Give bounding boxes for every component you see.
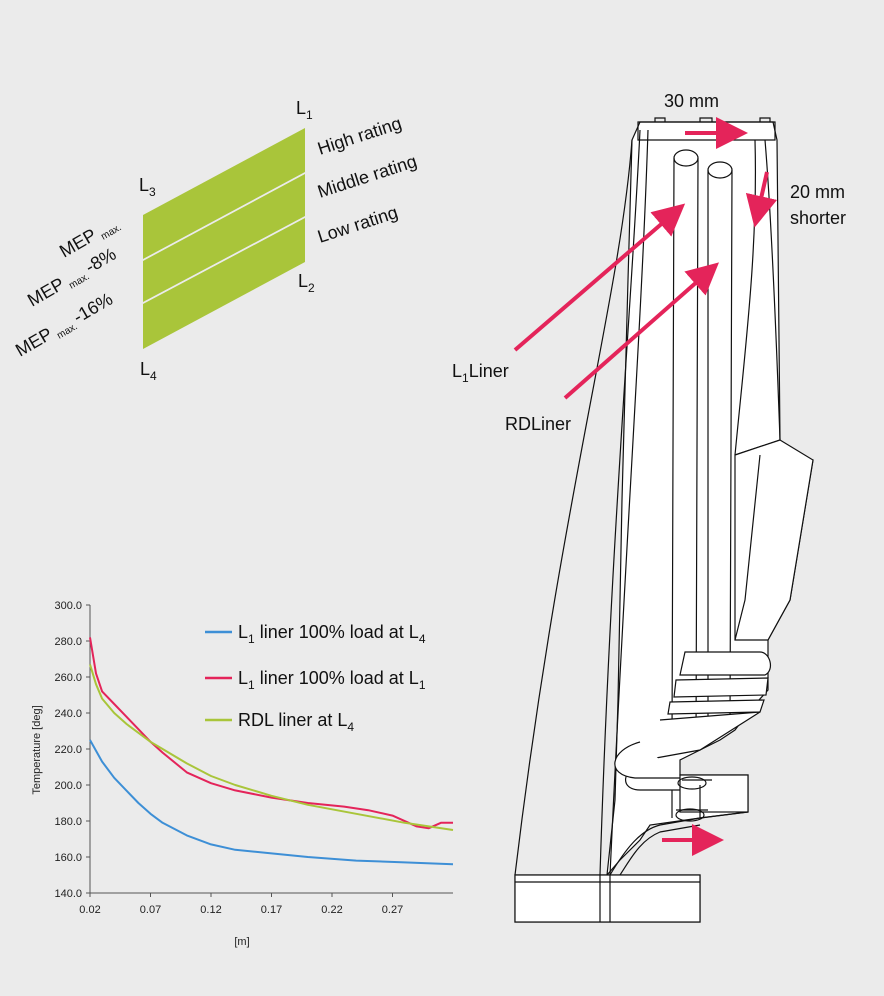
bottom-pipe-base: [675, 808, 705, 822]
rating-diagram: L1 L2 L3 L4 High rating Middle rating Lo…: [12, 98, 419, 383]
y-tick-label: 220.0: [54, 744, 82, 756]
series-line-1: [89, 739, 454, 866]
l1-liner-label: L1Liner: [452, 361, 509, 385]
corner-l2: L2: [298, 271, 315, 295]
right-step-block: [734, 439, 814, 641]
engine-cross-section: [514, 117, 814, 923]
legend-label-1: L1 liner 100% load at L4: [238, 622, 426, 646]
y-tick-label: 160.0: [54, 852, 82, 864]
left-inner-wall: [599, 129, 641, 876]
right-upper-wall: [764, 139, 781, 441]
y-tick-label: 140.0: [54, 888, 82, 900]
y-tick-label: 280.0: [54, 636, 82, 648]
base-lines: [515, 875, 700, 922]
chart-y-label: Temperature [deg]: [31, 705, 43, 794]
ring-groove-1: [679, 651, 772, 676]
x-tick-label: 0.02: [79, 904, 100, 916]
arrow-shorter: [745, 171, 778, 228]
series-line-3: [89, 664, 454, 831]
y-tick-label: 180.0: [54, 816, 82, 828]
width-label: 30 mm: [664, 91, 719, 111]
x-tick-label: 0.07: [140, 904, 161, 916]
legend-label-2: L1 liner 100% load at L1: [238, 668, 426, 692]
top-flange-notches: [654, 117, 771, 122]
shorter-label-line1: 20 mm: [790, 182, 845, 202]
y-tick-label: 260.0: [54, 672, 82, 684]
y-tick-label: 240.0: [54, 708, 82, 720]
right-upper-wall-inner: [734, 139, 757, 456]
ring-groove-2: [673, 677, 769, 698]
ring-groove-3: [667, 699, 765, 715]
left-outer-wall: [514, 139, 633, 876]
rating-band-middle: [143, 174, 305, 302]
legend-label-3: RDL liner at L4: [238, 710, 354, 734]
band-label-low: Low rating: [315, 202, 400, 247]
y-tick-label: 300.0: [54, 600, 82, 612]
right-step-line: [734, 454, 761, 641]
engine-annotations: 30 mm 20 mm shorter L1Liner RDLiner: [452, 91, 846, 856]
band-label-middle: Middle rating: [315, 151, 419, 202]
corner-l3: L3: [139, 175, 156, 199]
chart-x-label: [m]: [234, 936, 249, 948]
bottom-pipe: [671, 779, 712, 818]
base-block: [514, 874, 701, 923]
bottom-slope-2: [619, 824, 701, 876]
rd-liner-label: RDLiner: [505, 414, 571, 434]
temperature-chart: 140.0 160.0 180.0 200.0 220.0 240.0 260.0 280.0…: [31, 600, 454, 948]
x-tick-label: 0.17: [261, 904, 282, 916]
x-tick-label: 0.12: [200, 904, 221, 916]
chart-legend: L1 liner 100% load at L4 L1 liner 100% lo…: [205, 622, 426, 734]
bottom-flange: [679, 774, 749, 813]
arrow-rd-liner: [563, 262, 720, 400]
y-tick-label: 200.0: [54, 780, 82, 792]
bottom-slope: [609, 811, 749, 876]
bore-left-walls: [671, 157, 699, 741]
x-tick-label: 0.22: [321, 904, 342, 916]
left-inner-wall-2: [609, 129, 649, 876]
corner-l1: L1: [296, 98, 313, 122]
rating-band-low: [143, 218, 305, 349]
rating-band-high: [143, 128, 305, 259]
bore-right-walls: [707, 169, 733, 721]
corner-l4: L4: [140, 359, 157, 383]
arrow-l1-liner: [513, 203, 686, 352]
lower-collar-2: [614, 741, 680, 779]
x-tick-label: 0.27: [382, 904, 403, 916]
band-label-high: High rating: [315, 113, 404, 159]
series-line-2: [89, 637, 453, 830]
bottom-pipe-top: [677, 776, 707, 790]
shorter-label-line2: shorter: [790, 208, 846, 228]
